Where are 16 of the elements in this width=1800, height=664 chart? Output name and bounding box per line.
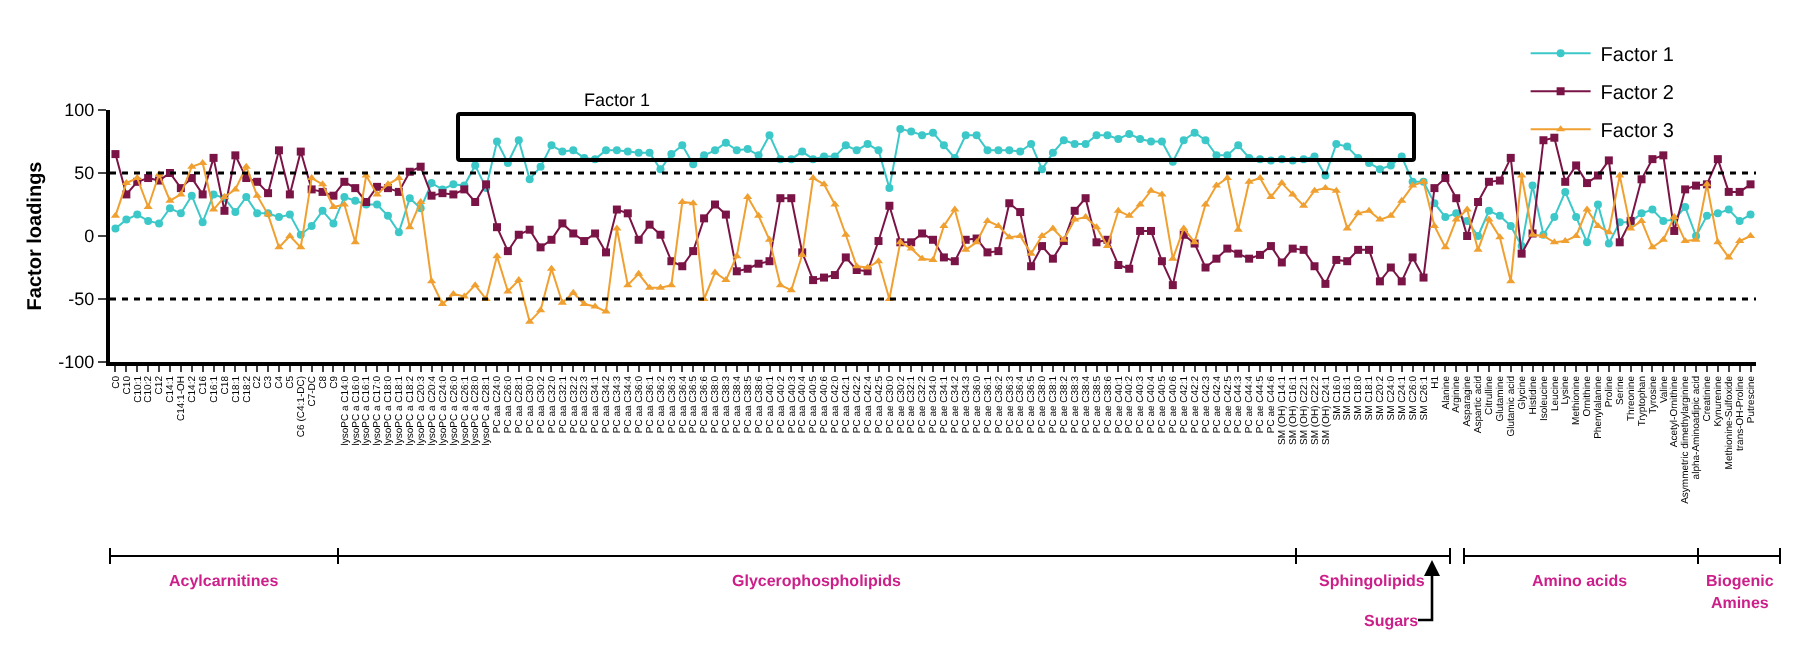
y-tick-label: 100 xyxy=(64,100,95,121)
annotation: Factor 1 xyxy=(584,90,651,110)
y-tick-label: -100 xyxy=(58,352,95,373)
y-tick-label: 50 xyxy=(74,163,95,184)
legend-label: Factor 3 xyxy=(1600,121,1675,144)
legend-label: Factor 1 xyxy=(1600,45,1675,68)
text: Amino acids xyxy=(1532,570,1628,592)
text: Sugars xyxy=(1364,610,1419,632)
legend-label: Factor 2 xyxy=(1600,83,1675,106)
y-tick-label: -50 xyxy=(68,289,95,310)
text: Acylcarnitines xyxy=(169,570,279,592)
text: Sphingolipids xyxy=(1319,570,1425,592)
text: Glycerophospholipids xyxy=(732,570,901,592)
y-axis-title: Factor loadings xyxy=(25,160,48,311)
y-tick-label: 0 xyxy=(84,226,95,247)
text: Biogenic Amines xyxy=(1706,570,1774,614)
